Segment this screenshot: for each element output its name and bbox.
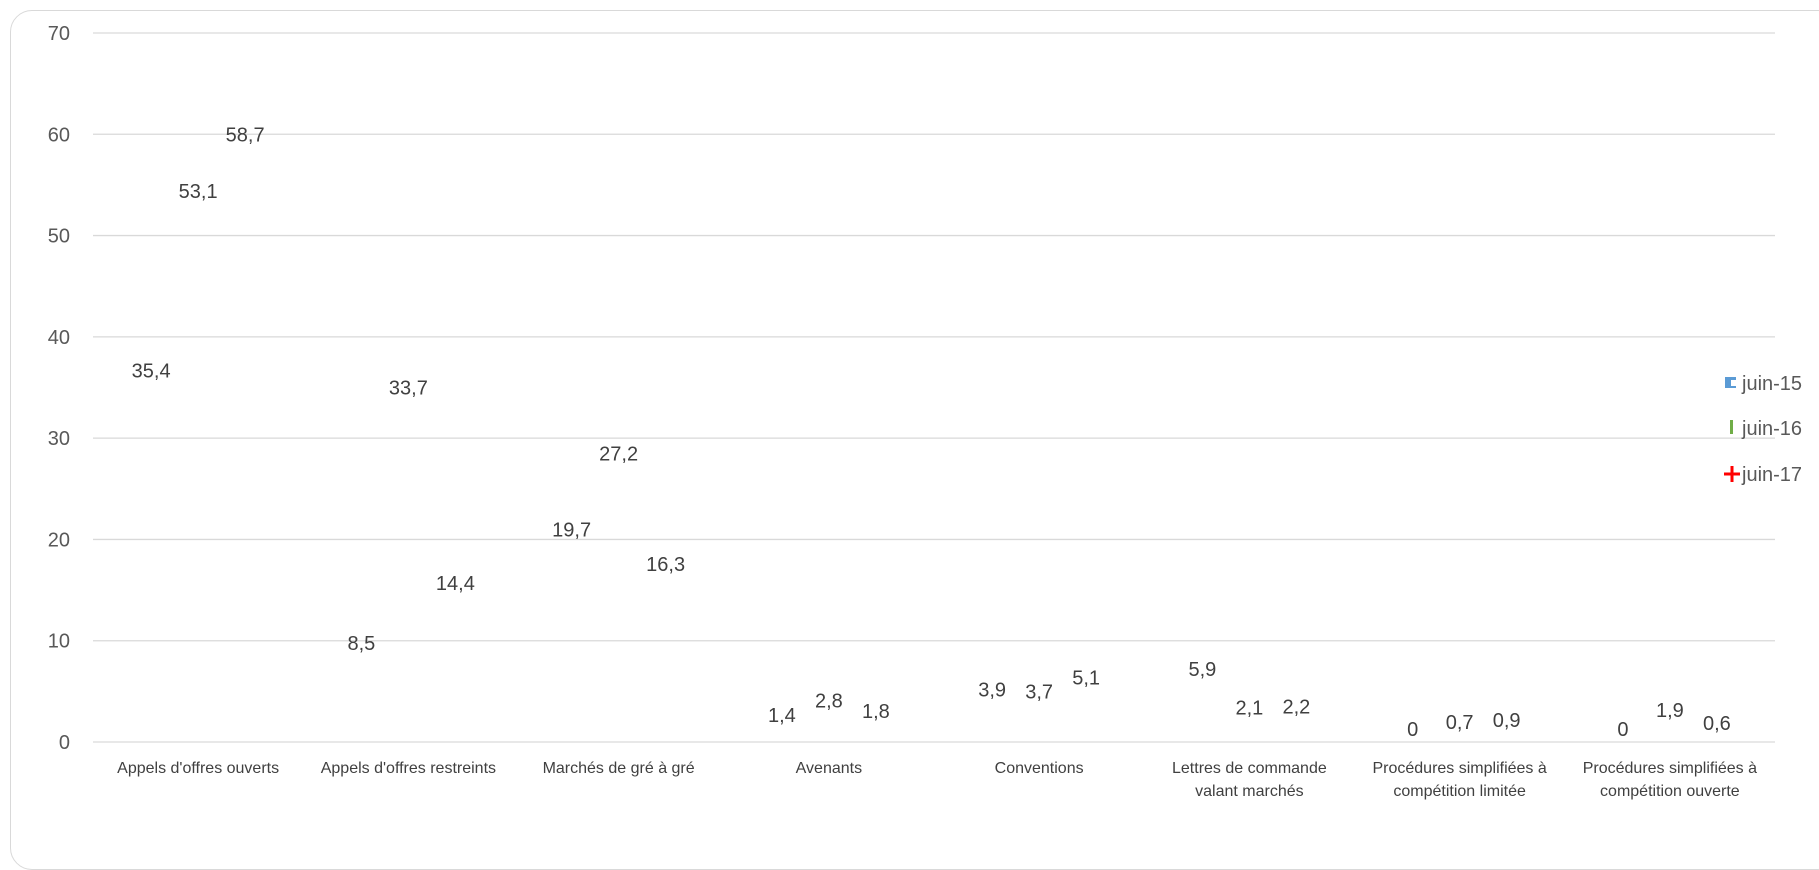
legend-entry-label: juin-15 (1741, 373, 1802, 395)
category-label-line: compétition ouverte (1600, 783, 1740, 800)
y-tick-label: 50 (48, 226, 70, 248)
category-label-line: Appels d'offres ouverts (117, 760, 279, 777)
data-labels: 35,4 8,5 19,7 1,4 3,9 5,9 0 0 53,1 33,7 27,2 2,8 3,7… (132, 124, 1731, 741)
category-label: Procédures simplifiées à compétition ouve… (1583, 760, 1757, 800)
category-label: Appels d'offres ouverts (117, 760, 279, 777)
category-label: Appels d'offres restreints (321, 760, 496, 777)
x-axis: Appels d'offres ouverts Appels d'offres r… (117, 760, 1757, 800)
legend-entry-label: juin-17 (1741, 464, 1802, 486)
y-tick-label: 0 (59, 732, 70, 754)
data-label: 2,1 (1235, 698, 1263, 720)
y-tick-label: 10 (48, 631, 70, 653)
data-label: 27,2 (599, 444, 638, 466)
category-label-line: valant marchés (1195, 783, 1304, 800)
data-label: 3,9 (978, 679, 1006, 701)
data-label: 0,6 (1703, 713, 1731, 735)
category-label-line: Conventions (995, 760, 1084, 777)
y-tick-label: 60 (48, 124, 70, 146)
data-label: 1,9 (1656, 700, 1684, 722)
data-label: 0,7 (1446, 712, 1474, 734)
legend-entry-label: juin-16 (1741, 418, 1802, 440)
y-tick-label: 40 (48, 327, 70, 349)
category-label-line: Procédures simplifiées à (1583, 760, 1757, 777)
data-label: 5,1 (1072, 667, 1100, 689)
data-label: 16,3 (646, 554, 685, 576)
data-label: 5,9 (1188, 659, 1216, 681)
data-label: 0 (1407, 719, 1418, 741)
chart-frame (10, 10, 1819, 870)
data-label: 53,1 (179, 181, 218, 203)
category-label-line: Avenants (796, 760, 862, 777)
data-label: 19,7 (552, 519, 591, 541)
data-label: 35,4 (132, 360, 171, 382)
data-label: 3,7 (1025, 682, 1053, 704)
category-label: Marchés de gré à gré (543, 760, 695, 777)
y-axis: 0 10 20 30 40 50 60 70 (48, 23, 70, 754)
category-label: Conventions (995, 760, 1084, 777)
data-label: 14,4 (436, 573, 475, 595)
category-label: Procédures simplifiées à compétition limi… (1372, 760, 1546, 800)
category-label-line: Lettres de commande (1172, 760, 1327, 777)
data-label: 2,8 (815, 691, 843, 713)
category-label-line: Appels d'offres restreints (321, 760, 496, 777)
category-label: Lettres de commande valant marchés (1172, 760, 1327, 800)
data-label: 1,8 (862, 701, 890, 723)
y-tick-label: 70 (48, 23, 70, 45)
gridlines (93, 32, 1775, 743)
category-label-line: compétition limitée (1393, 783, 1526, 800)
data-label: 0,9 (1493, 710, 1521, 732)
category-label: Avenants (796, 760, 862, 777)
legend-marker-square-icon (1725, 377, 1736, 388)
data-label: 2,2 (1282, 697, 1310, 719)
category-label-line: Marchés de gré à gré (543, 760, 695, 777)
legend-marker-plus-v-icon (1730, 466, 1734, 482)
legend-marker-bar-icon (1730, 420, 1733, 434)
y-tick-label: 30 (48, 428, 70, 450)
data-label: 8,5 (347, 633, 375, 655)
data-label: 33,7 (389, 378, 428, 400)
legend: juin-15 juin-16 juin-17 (1724, 373, 1802, 486)
data-label: 1,4 (768, 705, 796, 727)
category-label-line: Procédures simplifiées à (1372, 760, 1546, 777)
data-label: 0 (1617, 719, 1628, 741)
data-label: 58,7 (226, 124, 265, 146)
legend-marker-notch-icon (1731, 380, 1736, 386)
y-tick-label: 20 (48, 529, 70, 551)
